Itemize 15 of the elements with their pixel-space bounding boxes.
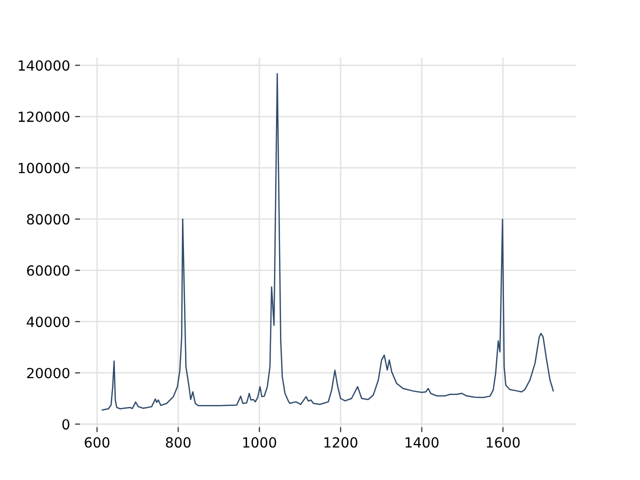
- y-tick-label: 20000: [27, 368, 70, 378]
- x-tick-label: 1000: [243, 437, 276, 448]
- y-tick-label: 60000: [27, 265, 70, 276]
- x-tick-label: 1600: [486, 437, 520, 448]
- y-tick-label: 80000: [27, 214, 70, 225]
- x-tick-label: 1400: [406, 437, 439, 448]
- x-tick-label: 1200: [324, 437, 358, 448]
- y-tick-label: 140000: [18, 60, 70, 71]
- y-tick-label: 0: [62, 419, 70, 430]
- y-tick-label: 40000: [26, 316, 70, 328]
- y-tick-label: 100000: [18, 162, 70, 174]
- x-tick-label: 600: [84, 437, 110, 448]
- y-tick-label: 120000: [18, 112, 70, 122]
- line-series: [102, 73, 554, 411]
- x-tick-label: 800: [166, 437, 191, 448]
